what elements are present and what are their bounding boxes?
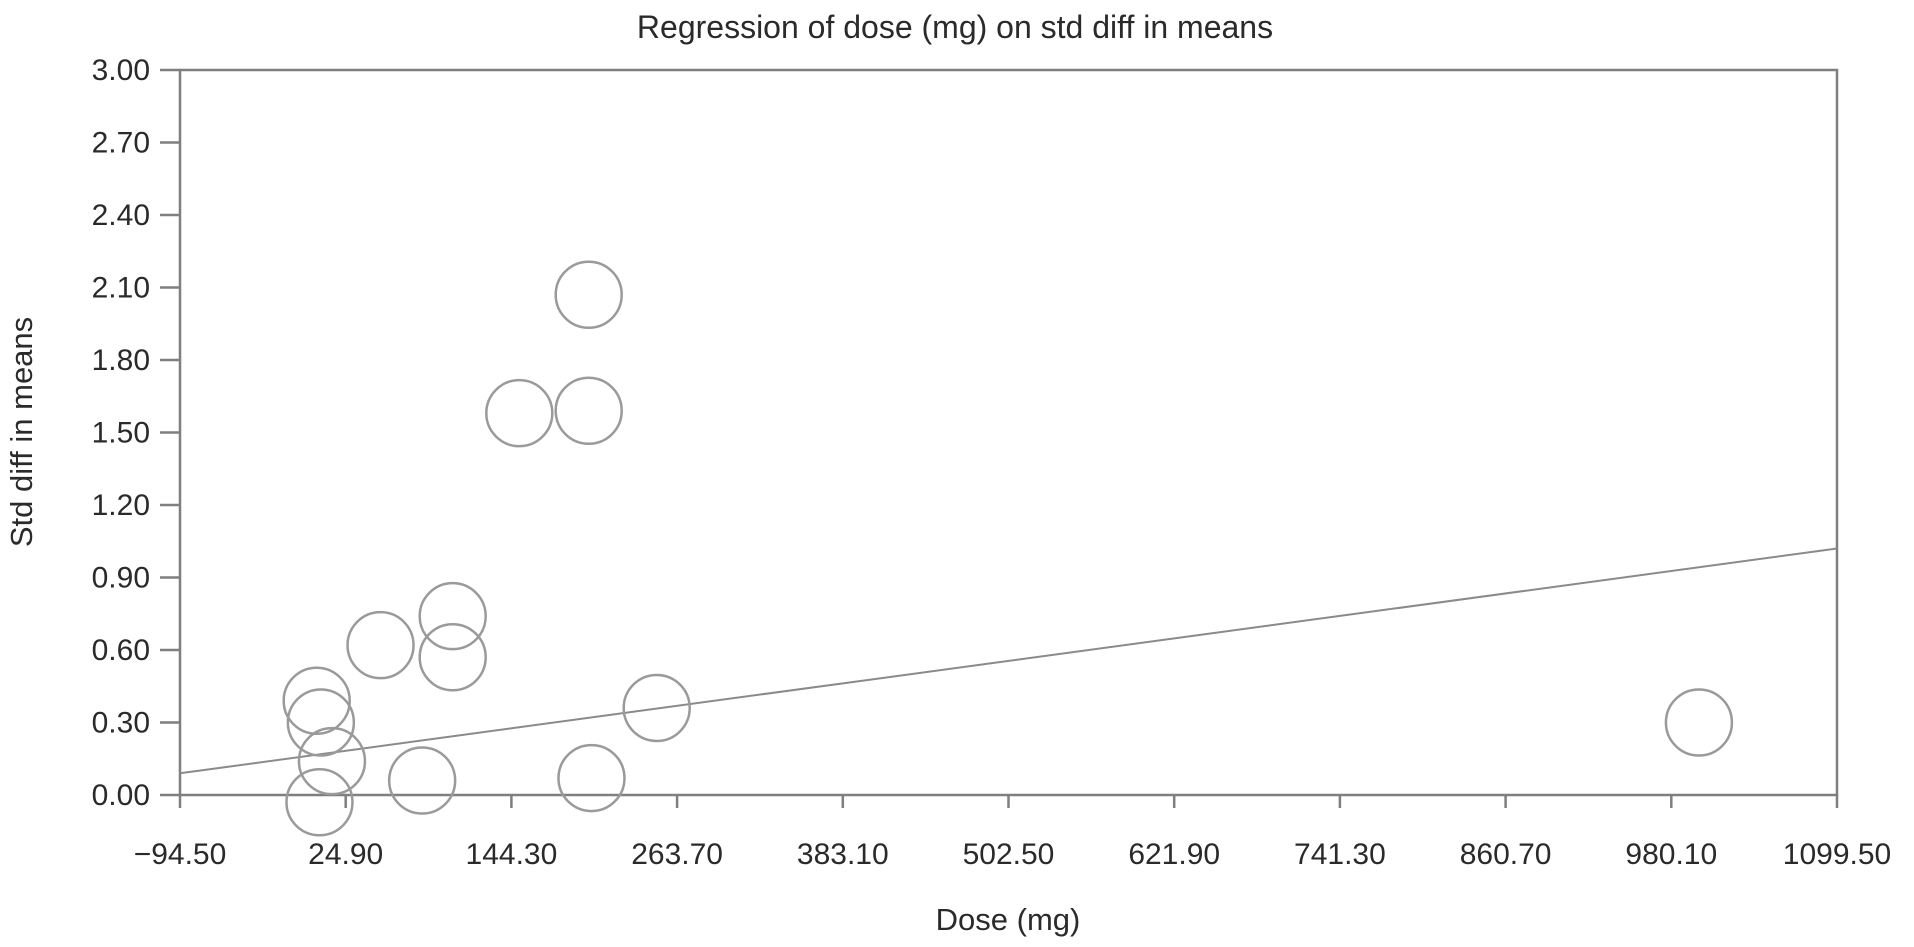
data-point-circle [297, 726, 367, 796]
y-tick-label: 0.90 [92, 562, 150, 595]
data-point-circle [622, 673, 691, 743]
x-tick-label: 144.30 [466, 838, 558, 871]
chart-title: Regression of dose (mg) on std diff in m… [637, 9, 1273, 45]
y-axis-label: Std diff in means [4, 317, 39, 547]
data-point-circle [346, 610, 415, 680]
x-tick-label: 741.30 [1294, 838, 1386, 871]
data-point-circle [557, 743, 626, 813]
y-tick-label: 0.30 [92, 707, 150, 740]
data-point-circle [1664, 688, 1734, 757]
y-tick-label: 1.80 [92, 344, 150, 377]
x-axis-label: Dose (mg) [936, 902, 1081, 937]
y-tick-label: 2.10 [92, 272, 150, 305]
y-tick-label: 2.40 [92, 199, 150, 232]
data-point-circle [285, 768, 354, 837]
x-tick-label: 502.50 [963, 838, 1055, 871]
regression-line [179, 547, 1838, 775]
y-tick-label: 2.70 [92, 127, 150, 160]
x-tick-label: 980.10 [1625, 838, 1717, 871]
x-tick-label: 263.70 [631, 838, 723, 871]
data-point-circle [282, 666, 351, 735]
y-tick-label: 0.00 [92, 779, 150, 812]
plot-area: 3.00 2.70 2.40 2.10 1.80 1.50 1.20 0.90 0.60 0.30… [92, 54, 1892, 871]
data-point-circle [418, 623, 487, 692]
plot-box [178, 68, 1839, 797]
data-point-circle [554, 260, 623, 329]
x-tick-label: 24.90 [308, 838, 383, 871]
y-tick-label: 3.00 [92, 54, 150, 87]
x-tick-label: 621.90 [1128, 838, 1220, 871]
x-tick-label: 1099.50 [1783, 838, 1891, 871]
x-tick-label: 383.10 [797, 838, 889, 871]
x-tick-label: 860.70 [1460, 838, 1552, 871]
y-tick-label: 1.20 [92, 489, 150, 522]
data-point-circle [554, 376, 623, 445]
y-tick-label: 0.60 [92, 634, 150, 667]
x-tick-label: −94.50 [134, 838, 227, 871]
data-point-circle [387, 746, 457, 815]
data-point-circle [485, 378, 554, 448]
y-tick-label: 1.50 [92, 417, 150, 450]
data-point-circle [286, 688, 356, 757]
data-point-circle [418, 581, 487, 651]
